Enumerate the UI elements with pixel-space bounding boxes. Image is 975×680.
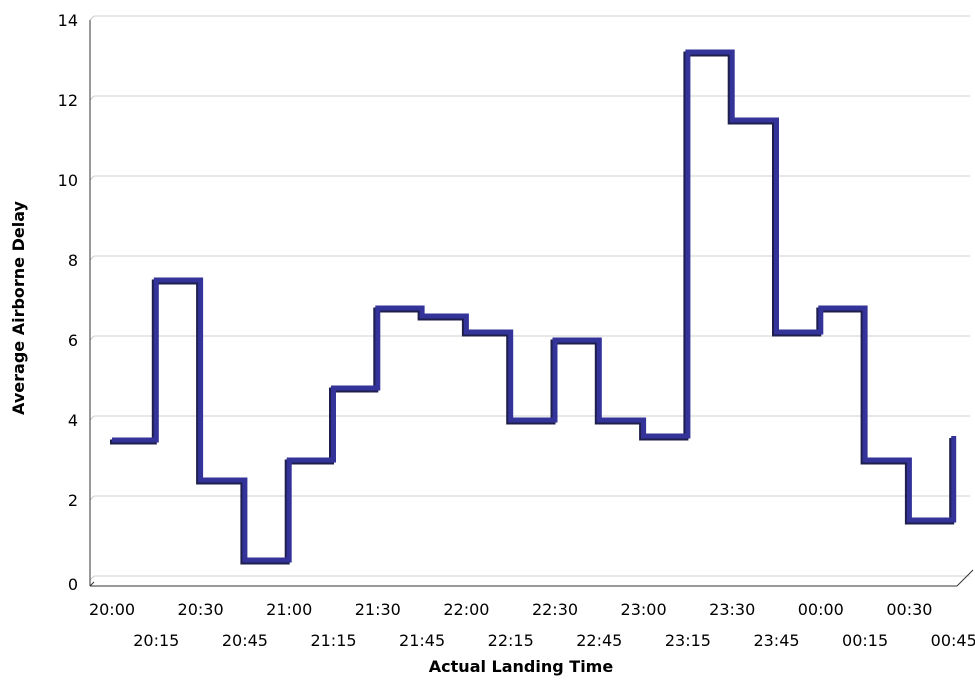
y-tick-label: 4 (68, 411, 78, 430)
grid-line-diag (89, 415, 95, 421)
series-lines (110, 49, 957, 565)
grid-line-diag (89, 175, 95, 181)
x-tick-label: 23:15 (665, 631, 711, 650)
series-line (112, 49, 957, 563)
y-tick-labels: 0 2 4 6 8 10 12 14 (58, 11, 78, 594)
y-tick-label: 8 (68, 251, 78, 270)
grid-line-diag (89, 575, 95, 581)
y-tick-label: 2 (68, 491, 78, 510)
grid-line-diag (89, 495, 95, 501)
y-tick-label: 14 (58, 11, 78, 30)
x-tick-label: 20:15 (133, 631, 179, 650)
x-tick-label: 22:30 (532, 600, 578, 619)
y-axis-title: Average Airborne Delay (9, 200, 28, 414)
x-tick-label: 20:30 (178, 600, 224, 619)
x-tick-label: 00:30 (886, 600, 932, 619)
x-tick-label: 21:45 (399, 631, 445, 650)
x-tick-label: 23:00 (621, 600, 667, 619)
x-axis-depth-line (956, 569, 974, 587)
x-tick-label: 22:15 (488, 631, 534, 650)
x-tick-label: 22:45 (576, 631, 622, 650)
grid-line-diag (89, 255, 95, 261)
x-tick-label: 22:00 (443, 600, 489, 619)
x-tick-label: 00:15 (842, 631, 888, 650)
x-tick-labels: 20:00 20:15 20:30 20:45 21:00 21:15 21:30 21:45… (89, 600, 975, 650)
x-tick-label: 20:00 (89, 600, 135, 619)
x-tick-label: 21:30 (355, 600, 401, 619)
grid-line-diag (89, 15, 95, 21)
x-tick-label: 23:30 (709, 600, 755, 619)
x-tick-label: 21:15 (310, 631, 356, 650)
x-tick-label: 21:00 (266, 600, 312, 619)
y-tick-label: 0 (68, 575, 78, 594)
grid-lines (89, 15, 970, 581)
axes (89, 20, 974, 587)
x-axis-title: Actual Landing Time (429, 657, 614, 676)
y-tick-label: 12 (58, 91, 78, 110)
x-tick-label: 00:00 (798, 600, 844, 619)
grid-line-diag (89, 95, 95, 101)
x-tick-label: 20:45 (222, 631, 268, 650)
plot-depth-walls (90, 565, 970, 580)
floor-plane (90, 565, 970, 580)
axis-corner-line (89, 581, 95, 587)
x-tick-label: 23:45 (753, 631, 799, 650)
grid-line-diag (89, 335, 95, 341)
y-tick-label: 10 (58, 171, 78, 190)
x-tick-label: 00:45 (931, 631, 975, 650)
y-tick-label: 6 (68, 331, 78, 350)
